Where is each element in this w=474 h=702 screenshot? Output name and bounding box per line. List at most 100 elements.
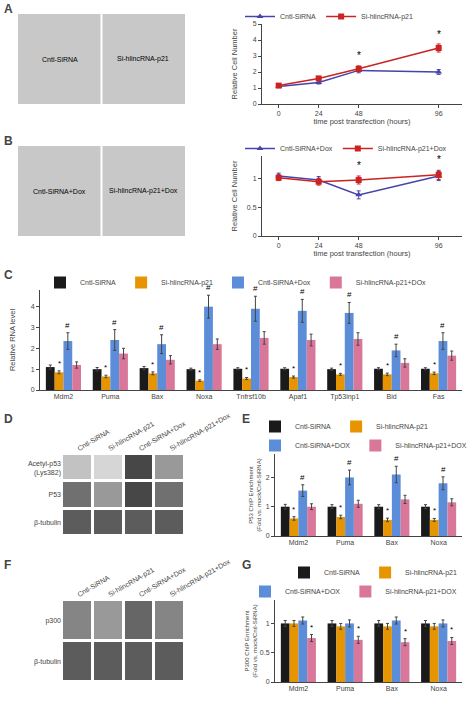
svg-text:Si-hlincRNA-p21+Dox: Si-hlincRNA-p21+Dox	[168, 558, 232, 599]
svg-text:0: 0	[277, 110, 281, 117]
svg-text:P53 ChIP Enrichment(Fold vs. m: P53 ChIP Enrichment(Fold vs. mock/Cntl-S…	[248, 458, 262, 531]
svg-text:24: 24	[315, 110, 323, 117]
svg-text:Mdm2: Mdm2	[289, 539, 309, 546]
svg-text:Cntl-SiRNA: Cntl-SiRNA	[42, 56, 78, 63]
svg-text:#: #	[394, 454, 399, 463]
svg-text:*: *	[339, 361, 342, 370]
svg-text:0: 0	[31, 386, 35, 393]
svg-text:0: 0	[253, 100, 257, 107]
svg-text:Noxa: Noxa	[196, 393, 212, 400]
svg-text:1: 1	[31, 366, 35, 373]
svg-text:B: B	[4, 134, 13, 148]
svg-text:Mdm2: Mdm2	[289, 685, 309, 692]
svg-text:3: 3	[31, 324, 35, 331]
svg-text:Relative Cell Number: Relative Cell Number	[230, 160, 239, 231]
svg-text:*: *	[104, 363, 107, 372]
svg-text:Cntl-SiRNA+Dox: Cntl-SiRNA+Dox	[258, 279, 311, 286]
svg-text:p300: p300	[45, 617, 61, 625]
svg-text:*: *	[198, 368, 201, 377]
svg-text:*: *	[245, 365, 248, 374]
svg-text:Si-hlincRNA-p21: Si-hlincRNA-p21	[376, 423, 428, 431]
svg-text:*: *	[339, 503, 342, 512]
svg-text:*: *	[437, 154, 441, 165]
svg-text:*: *	[437, 29, 441, 40]
svg-text:D: D	[4, 412, 13, 426]
svg-text:Si-hlincRNA-p21+DOX: Si-hlincRNA-p21+DOX	[385, 588, 456, 596]
svg-text:F: F	[4, 558, 11, 572]
svg-text:#: #	[206, 283, 211, 292]
svg-text:2: 2	[253, 68, 257, 75]
svg-text:Relative Cell Number: Relative Cell Number	[230, 28, 239, 99]
svg-text:4: 4	[31, 303, 35, 310]
svg-text:1: 1	[253, 175, 257, 182]
svg-text:#: #	[112, 318, 117, 327]
svg-text:0: 0	[253, 232, 257, 239]
svg-text:Si-hlincRNA-p21+Dox: Si-hlincRNA-p21+Dox	[168, 412, 232, 453]
svg-text:Cntl-SiRNA: Cntl-SiRNA	[295, 423, 331, 430]
svg-text:Cntl-SiRNA: Cntl-SiRNA	[76, 428, 111, 452]
svg-text:Si-hlincRNA-p21: Si-hlincRNA-p21	[117, 55, 169, 63]
svg-text:Cntl-SiRNA: Cntl-SiRNA	[80, 279, 116, 286]
svg-text:Puma: Puma	[336, 539, 354, 546]
svg-text:Bid: Bid	[387, 393, 397, 400]
svg-text:*: *	[357, 624, 360, 633]
svg-text:Si-hlincRNA-p21: Si-hlincRNA-p21	[405, 569, 457, 577]
svg-text:time post transfection (hours): time post transfection (hours)	[313, 117, 411, 126]
svg-text:2: 2	[31, 345, 35, 352]
svg-text:E: E	[242, 412, 250, 426]
svg-text:Puma: Puma	[336, 685, 354, 692]
svg-text:#: #	[394, 332, 399, 341]
svg-text:Fas: Fas	[433, 393, 445, 400]
svg-text:P300 ChIP Enrichment(Fold vs.: P300 ChIP Enrichment(Fold vs. mock/Cntl-…	[244, 604, 258, 677]
svg-text:G: G	[242, 558, 251, 572]
svg-text:Si-hlincRNA-p21+DOX: Si-hlincRNA-p21+DOX	[395, 442, 466, 450]
svg-text:Cntl-SiRNA+DOX: Cntl-SiRNA+DOX	[285, 588, 340, 595]
svg-text:#: #	[253, 284, 258, 293]
svg-text:*: *	[310, 623, 313, 632]
svg-text:time post transfection (hours): time post transfection (hours)	[313, 249, 411, 258]
svg-text:Bax: Bax	[386, 685, 399, 692]
svg-text:0: 0	[277, 242, 281, 249]
svg-text:0: 0	[266, 532, 270, 539]
svg-text:Acetyl-p53(Lys382): Acetyl-p53(Lys382)	[28, 460, 61, 477]
svg-text:4: 4	[253, 36, 257, 43]
svg-text:48: 48	[355, 110, 363, 117]
svg-text:Cntl-SiRNA+Dox: Cntl-SiRNA+Dox	[138, 420, 187, 452]
svg-text:Cntl-SiRNA+DOX: Cntl-SiRNA+DOX	[295, 442, 350, 449]
svg-text:*: *	[433, 360, 436, 369]
svg-text:0.5: 0.5	[260, 649, 270, 656]
svg-text:*: *	[58, 359, 61, 368]
svg-text:Mdm2: Mdm2	[54, 393, 74, 400]
svg-text:*: *	[450, 625, 453, 634]
svg-text:C: C	[4, 268, 13, 282]
svg-text:24: 24	[315, 242, 323, 249]
svg-text:#: #	[441, 465, 446, 474]
svg-text:Si-hlincRNA-p21+DOx: Si-hlincRNA-p21+DOx	[356, 279, 426, 287]
svg-text:*: *	[292, 364, 295, 373]
svg-text:Si-hlincRNA-p21+Dox: Si-hlincRNA-p21+Dox	[109, 187, 178, 195]
svg-text:Cntl-SiRNA+Dox: Cntl-SiRNA+Dox	[33, 188, 86, 195]
svg-text:96: 96	[435, 110, 443, 117]
svg-text:β-tubulin: β-tubulin	[34, 658, 61, 666]
svg-text:Tp53inp1: Tp53inp1	[330, 393, 359, 401]
svg-text:Si-hlincRNA-p21: Si-hlincRNA-p21	[161, 279, 213, 287]
svg-text:Relative RNA level: Relative RNA level	[8, 309, 17, 371]
svg-text:*: *	[357, 160, 361, 171]
svg-text:*: *	[386, 361, 389, 370]
svg-text:#: #	[65, 321, 70, 330]
svg-text:Bax: Bax	[151, 393, 164, 400]
svg-text:1: 1	[266, 503, 270, 510]
svg-text:1: 1	[253, 84, 257, 91]
svg-text:*: *	[404, 627, 407, 636]
svg-text:3: 3	[253, 52, 257, 59]
svg-text:1: 1	[266, 620, 270, 627]
svg-text:Si-hlincRNA-p21: Si-hlincRNA-p21	[107, 420, 156, 453]
svg-text:β-tubulin: β-tubulin	[34, 519, 61, 527]
svg-text:*: *	[386, 506, 389, 515]
svg-text:96: 96	[435, 242, 443, 249]
svg-text:#: #	[440, 321, 445, 330]
svg-text:*: *	[357, 50, 361, 61]
svg-text:#: #	[347, 458, 352, 467]
svg-text:Cntl-SiRNA+Dox: Cntl-SiRNA+Dox	[280, 145, 333, 152]
svg-text:Cntl-SiRNA: Cntl-SiRNA	[324, 569, 360, 576]
